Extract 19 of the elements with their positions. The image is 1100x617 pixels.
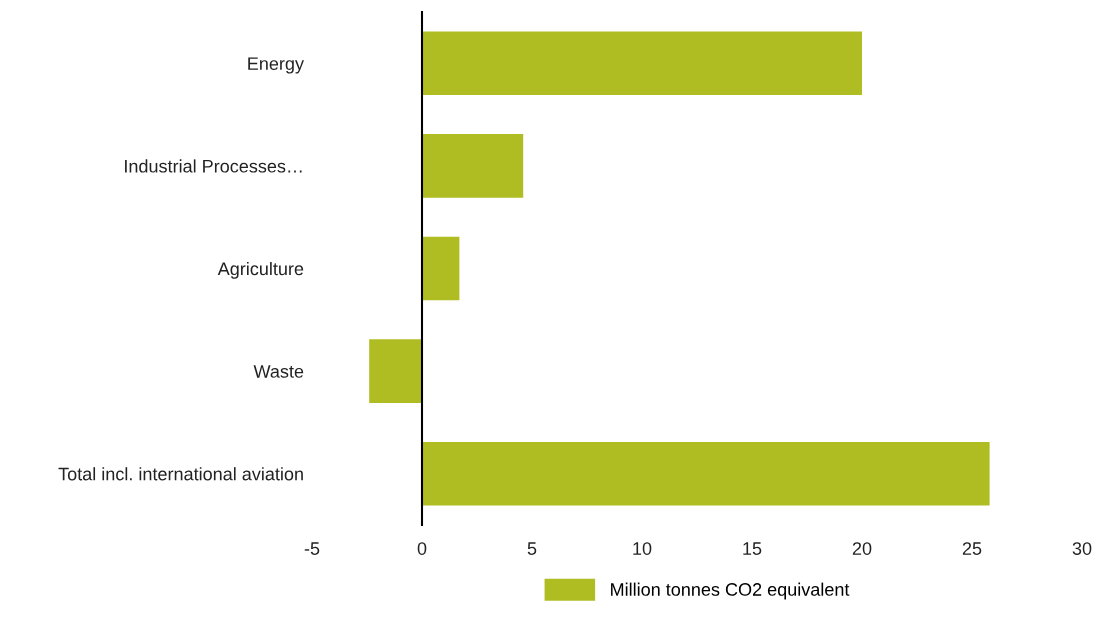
y-tick-label: Industrial Processes… [125,159,302,173]
y-tick-label: Waste [253,365,304,378]
bar [422,134,524,198]
x-tick-label: 15 [743,542,762,555]
y-tick-label: Agriculture [217,261,304,279]
bar [422,31,862,96]
bar [422,441,990,506]
x-tick-label: 25 [962,542,982,555]
y-tick-label: Total incl. international aviation [58,467,303,481]
x-tick-label: -5 [304,542,320,555]
legend-label: Million tonnes CO2 equivalent [611,582,850,600]
x-tick-label: 30 [1072,542,1092,555]
x-tick-label: 0 [417,542,427,555]
x-tick-label: 5 [527,542,537,555]
bar [369,339,422,403]
y-tick-label: Energy [248,57,304,74]
x-tick-label: 10 [633,542,652,555]
bar [422,236,460,301]
x-tick-label: 20 [852,542,872,555]
